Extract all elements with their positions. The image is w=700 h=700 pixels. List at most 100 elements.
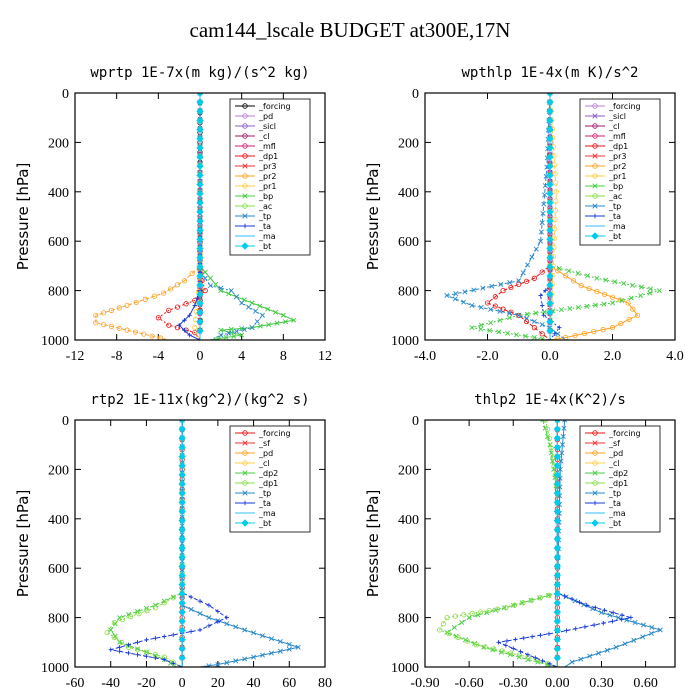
legend-marker (592, 133, 598, 139)
series-point-tp (506, 310, 512, 316)
y-tick-label: 800 (398, 612, 419, 627)
y-tick-label: 200 (48, 463, 69, 478)
series-point-ta (182, 318, 187, 323)
series-point-bt (196, 171, 204, 179)
series-point-pr1 (551, 162, 558, 168)
series-point-pr2 (157, 335, 164, 340)
legend-label: _mfl (258, 142, 276, 151)
series-point-dp1 (516, 281, 522, 288)
x-tick-label: 4.0 (666, 349, 684, 364)
series-point-pr2 (124, 302, 130, 309)
legend-marker (242, 133, 248, 139)
series-point-ta (176, 322, 182, 328)
legend-marker (242, 500, 248, 506)
series-point-tp (242, 627, 248, 633)
series-point-pr2 (101, 310, 107, 316)
series-point-pr1 (553, 189, 559, 195)
legend-label: _tp (258, 212, 271, 221)
series-point-dp1 (542, 420, 549, 423)
series-point-ta (602, 607, 607, 613)
y-tick-label: 0 (412, 87, 419, 102)
series-point-tp (207, 283, 213, 289)
series-point-bp (558, 307, 564, 313)
series-point-tp (268, 650, 274, 656)
series-point-dp2 (117, 615, 123, 621)
series-point-ta (188, 594, 194, 600)
legend-marker (592, 480, 598, 486)
series-point-bp (533, 310, 539, 316)
series-point-tp (226, 330, 232, 336)
series-point-ta (144, 654, 149, 659)
series-line-dp1 (106, 420, 183, 667)
series-point-bt (553, 507, 561, 516)
series-point-bt (196, 125, 204, 134)
series-point-dp1 (482, 644, 488, 650)
legend-label: _ac (258, 202, 272, 211)
series-point-tp (295, 644, 301, 650)
legend-marker (242, 470, 248, 476)
series-point-pr2 (167, 286, 174, 292)
series-point-bp (257, 323, 263, 329)
series-point-dp1 (531, 275, 537, 281)
series-point-ta (557, 325, 562, 330)
series-point-tp (471, 287, 477, 293)
x-tick-label: 40 (247, 676, 261, 691)
series-point-bp (609, 300, 616, 306)
series-point-ta (511, 646, 516, 651)
series-point-bt (546, 226, 554, 234)
series-point-dp1 (537, 595, 543, 601)
series-point-dp1 (523, 318, 530, 325)
series-point-tp (562, 420, 568, 423)
series-point-tp (215, 662, 221, 667)
series-point-tp (560, 433, 566, 439)
legend-label: _dp2 (258, 469, 278, 478)
series-point-bt (196, 93, 204, 97)
x-tick-label: 0 (179, 676, 186, 691)
series-point-bt (178, 654, 186, 662)
series-point-bt (178, 645, 186, 653)
series-point-tp (188, 606, 194, 612)
series-point-pr2 (572, 332, 578, 339)
series-point-tp (242, 656, 248, 662)
series-point-bt (553, 654, 561, 662)
series-point-dp1 (152, 605, 158, 611)
series-point-dp1 (473, 642, 480, 648)
series-point-bp (239, 325, 245, 331)
series-point-bt (178, 617, 186, 625)
series-point-tp (233, 294, 239, 300)
series-point-bt (178, 489, 186, 497)
x-tick-label: 4 (238, 349, 245, 364)
series-point-bt (196, 235, 204, 243)
series-point-bt (546, 190, 554, 198)
series-point-tp (604, 647, 610, 653)
series-point-dp1 (523, 278, 530, 284)
series-point-bt (178, 517, 186, 525)
x-tick-label: -8 (111, 349, 123, 364)
series-point-bt (553, 443, 561, 452)
series-point-bp (505, 330, 511, 336)
series-point-bp (239, 332, 245, 338)
series-point-bt (196, 290, 204, 298)
series-point-bt (196, 254, 204, 262)
y-axis-label: Pressure [hPa] (364, 490, 382, 598)
y-tick-label: 200 (398, 136, 419, 151)
series-point-dp1 (469, 610, 475, 616)
series-point-tp (469, 302, 475, 308)
series-point-pr2 (124, 327, 130, 333)
series-point-tp (224, 621, 230, 627)
series-point-tp (218, 332, 224, 338)
series-point-ta (529, 634, 535, 639)
series-point-tp (461, 299, 467, 305)
series-point-bt (553, 544, 561, 552)
series-point-pr2 (101, 321, 107, 328)
legend-label: _bp (608, 182, 623, 191)
series-point-pr2 (149, 333, 155, 339)
legend-marker (242, 430, 248, 436)
series-point-bt (178, 590, 186, 598)
series-point-bt (546, 116, 554, 125)
series-point-bp (612, 279, 618, 285)
series-point-bp (556, 265, 562, 271)
series-point-ta (144, 637, 149, 643)
legend-marker (242, 460, 248, 466)
series-point-ta (547, 661, 553, 667)
